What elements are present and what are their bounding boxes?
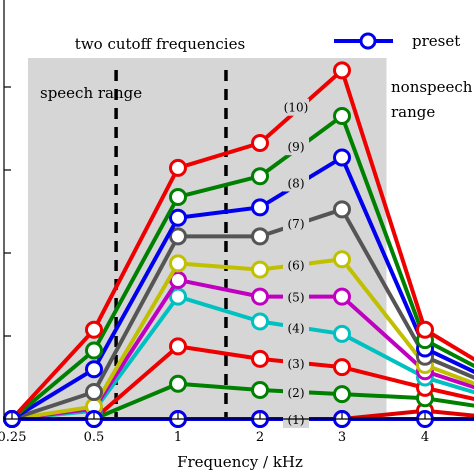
x-tick-label: 4	[421, 430, 429, 445]
data-point	[251, 312, 269, 331]
series-label: (2)	[288, 386, 305, 400]
shaded-band	[28, 58, 387, 419]
x-tick-label: 1	[174, 430, 182, 445]
data-point	[333, 324, 351, 343]
data-point	[169, 187, 187, 206]
series-label-bg	[283, 288, 309, 306]
data-point	[251, 349, 269, 368]
data-point	[333, 200, 351, 219]
data-point	[251, 287, 269, 306]
data-point	[85, 360, 103, 379]
series-label: (3)	[288, 357, 305, 371]
data-point	[251, 380, 269, 399]
data-point	[333, 61, 351, 80]
legend: preset	[334, 32, 460, 50]
data-point	[333, 287, 351, 306]
series-label-bg	[283, 384, 309, 402]
series-label: (10)	[284, 101, 309, 115]
series-label: (5)	[288, 291, 305, 305]
data-point	[416, 320, 434, 339]
data-point	[251, 167, 269, 186]
series-label: (7)	[288, 217, 305, 231]
x-tick-label: 0.25	[0, 430, 26, 445]
data-point	[251, 198, 269, 217]
data-point	[251, 134, 269, 153]
nonspeech-annotation-line2: range	[391, 103, 435, 121]
data-point	[85, 341, 103, 360]
speech-range-annotation: speech range	[40, 84, 142, 102]
data-point	[85, 320, 103, 339]
x-tick-label: 0.5	[84, 430, 105, 445]
series-label-bg	[283, 256, 309, 274]
data-point	[169, 208, 187, 227]
x-ticks: 0.25 0.5 1 2 3 4	[0, 413, 429, 445]
data-point	[333, 250, 351, 269]
series-label-bg	[283, 214, 309, 232]
data-point	[169, 254, 187, 273]
series-label: (9)	[288, 140, 305, 154]
series-label-bg	[283, 354, 309, 372]
x-axis-title: Frequency / kHz	[177, 453, 303, 471]
data-point	[169, 227, 187, 246]
legend-label: preset	[412, 32, 460, 50]
data-point	[333, 107, 351, 126]
cutoff-annotation: two cutoff frequencies	[75, 35, 245, 53]
legend-marker	[359, 32, 377, 50]
series-label-bg	[283, 319, 309, 337]
series-label-bg	[283, 98, 309, 116]
data-point	[85, 383, 103, 402]
data-point	[251, 227, 269, 246]
data-point	[169, 374, 187, 393]
x-tick-label: 3	[338, 430, 346, 445]
series-label-bg	[283, 138, 309, 156]
data-point	[333, 148, 351, 167]
data-point	[251, 260, 269, 279]
nonspeech-annotation-line1: nonspeech	[391, 78, 473, 96]
data-point	[169, 158, 187, 177]
series-label-bg	[283, 174, 309, 192]
y-ticks	[4, 86, 11, 337]
series-labels: (1) (2) (3) (4) (5) (6) (7) (8) (9) (10)	[283, 98, 309, 428]
x-tick-label: 2	[256, 430, 264, 445]
data-point	[169, 337, 187, 356]
data-point	[333, 358, 351, 377]
data-point	[333, 385, 351, 404]
cutoff-lines	[114, 70, 228, 419]
series-label: (4)	[288, 322, 305, 336]
series-label: (6)	[288, 258, 305, 272]
series-label: (8)	[288, 176, 305, 190]
data-point	[169, 287, 187, 306]
series-label: (1)	[288, 413, 305, 427]
